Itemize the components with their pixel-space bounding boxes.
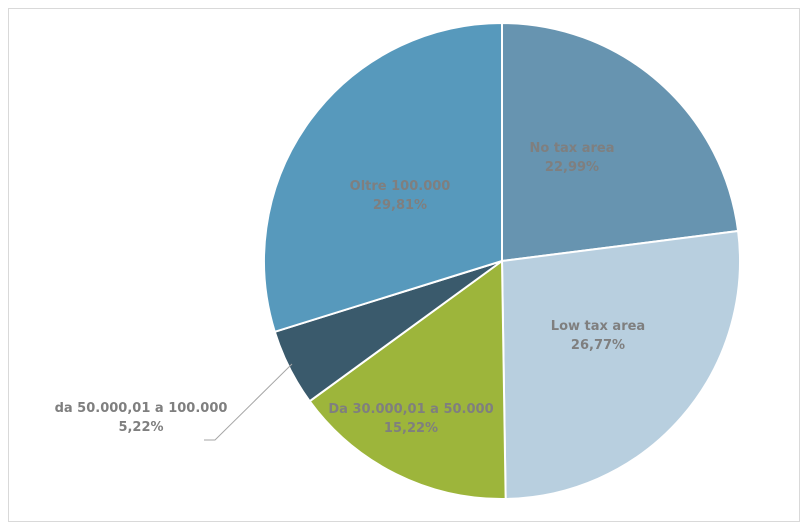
pie-slice-5 bbox=[263, 21, 503, 334]
slice-percent-label: 5,22% bbox=[118, 420, 163, 435]
slice-label: Oltre 100.000 bbox=[350, 179, 451, 194]
slice-percent-label: 29,81% bbox=[373, 198, 427, 213]
leader-line bbox=[204, 363, 293, 441]
slice-label: No tax area bbox=[529, 141, 614, 156]
slice-label: Low tax area bbox=[551, 319, 645, 334]
slice-percent-label: 15,22% bbox=[384, 421, 438, 436]
slice-percent-label: 22,99% bbox=[545, 160, 599, 175]
pie-slice-3 bbox=[308, 259, 507, 500]
slice-label: Da 30.000,01 a 50.000 bbox=[328, 402, 493, 417]
pie-slice-2 bbox=[500, 229, 741, 500]
slice-percent-label: 26,77% bbox=[571, 338, 625, 353]
slice-label: da 50.000,01 a 100.000 bbox=[55, 401, 228, 416]
pie-slice-1 bbox=[501, 21, 740, 263]
